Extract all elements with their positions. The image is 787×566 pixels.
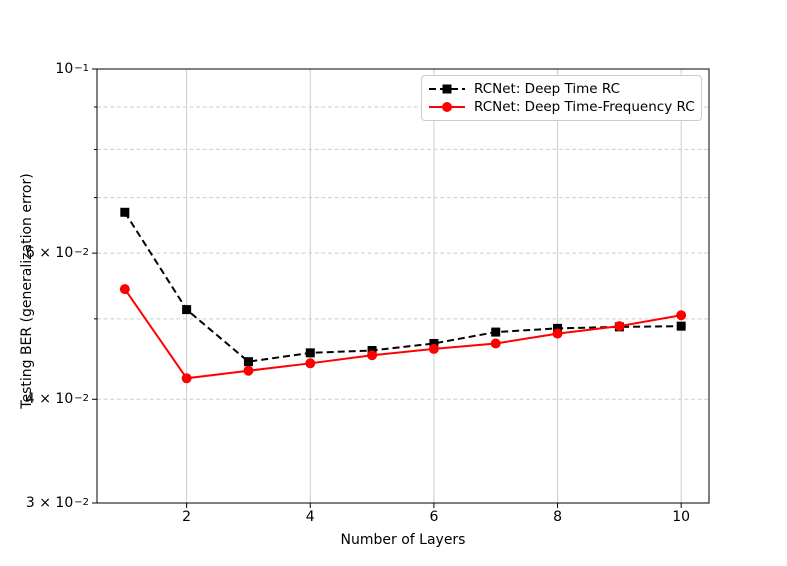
y-tick-label: 3 × 10 −2 <box>25 495 89 511</box>
series-marker <box>305 358 316 369</box>
series-marker <box>305 348 315 358</box>
series-marker <box>243 365 254 376</box>
legend-label: RCNet: Deep Time RC <box>474 81 621 97</box>
series-marker <box>553 323 563 333</box>
series-marker <box>182 305 192 315</box>
y-tick-label: 10 −1 <box>55 61 89 77</box>
series-line-1 <box>123 288 682 380</box>
series-marker <box>552 328 563 339</box>
legend-label: RCNet: Deep Time-Frequency RC <box>474 99 695 115</box>
series-marker <box>490 338 501 349</box>
legend-item: RCNet: Deep Time RC <box>429 80 695 98</box>
y-tick-label: 6 × 10 −2 <box>25 245 89 262</box>
series-marker <box>181 373 192 384</box>
legend-item: RCNet: Deep Time-Frequency RC <box>429 98 695 116</box>
legend-line-sample <box>429 84 465 94</box>
series-marker <box>429 338 439 348</box>
x-tick-label: 4 <box>305 509 315 525</box>
series-marker <box>367 350 378 361</box>
x-tick-label: 6 <box>429 509 439 525</box>
x-tick-label: 10 <box>672 509 691 525</box>
series-marker <box>120 207 130 217</box>
x-axis-title: Number of Layers <box>340 532 466 548</box>
series-marker <box>676 321 686 331</box>
legend-marker-circle-icon <box>442 102 452 112</box>
series-marker <box>491 327 501 337</box>
x-tick-label: 8 <box>553 509 562 525</box>
series-marker <box>676 310 687 321</box>
legend: RCNet: Deep Time RC RCNet: Deep Time-Freq… <box>421 75 702 121</box>
legend-marker-square-icon <box>442 84 452 94</box>
series-marker <box>428 343 439 354</box>
series-line-0 <box>123 211 682 363</box>
plot-border <box>96 68 710 504</box>
legend-line-sample <box>429 102 465 112</box>
series-marker <box>614 321 625 332</box>
series-marker <box>243 357 253 367</box>
series-marker <box>119 284 130 295</box>
y-tick-label: 4 × 10 −2 <box>25 391 89 408</box>
y-axis-title: Testing BER (generalization error) <box>19 173 35 409</box>
x-tick-label: 2 <box>182 509 192 525</box>
